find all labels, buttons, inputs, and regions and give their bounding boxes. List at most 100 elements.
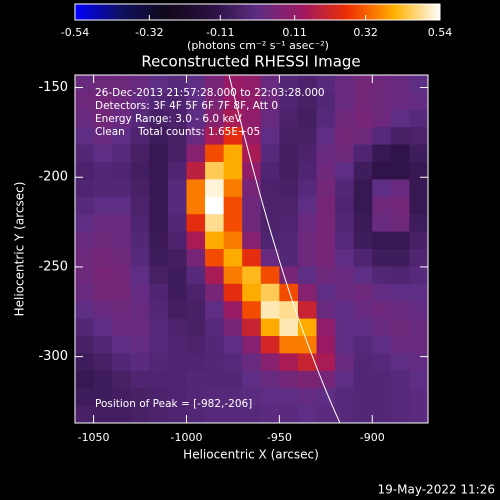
image-cell — [390, 162, 411, 180]
image-cell — [205, 301, 225, 320]
image-cell — [130, 144, 150, 163]
image-cell — [167, 127, 188, 146]
image-cell — [260, 231, 280, 250]
image-cell — [242, 301, 262, 320]
image-cell — [279, 179, 299, 198]
image-cell — [112, 179, 132, 198]
image-cell — [409, 370, 428, 389]
image-cell — [205, 283, 225, 302]
image-cell — [372, 336, 392, 354]
image-cell — [279, 144, 299, 163]
image-cell — [242, 162, 262, 180]
image-cell — [297, 109, 318, 128]
image-cell — [316, 179, 336, 198]
image-cell — [167, 266, 188, 285]
image-cell — [372, 75, 392, 93]
image-cell — [186, 144, 206, 163]
image-cell — [130, 318, 150, 337]
image-cell — [186, 370, 206, 389]
colorbar-tick-label: 0.54 — [428, 26, 453, 39]
image-cell — [167, 109, 188, 128]
x-tick-label: -1050 — [78, 431, 110, 444]
image-cell — [75, 370, 95, 389]
image-cell — [279, 388, 299, 407]
image-cell — [223, 162, 243, 180]
image-cell — [353, 353, 373, 372]
image-cell — [335, 75, 355, 93]
image-cell — [75, 214, 95, 233]
image-cell — [112, 249, 132, 267]
image-cell — [223, 405, 243, 423]
image-cell — [223, 353, 243, 372]
image-cell — [167, 388, 188, 407]
image-cell — [260, 179, 280, 198]
image-cell — [297, 405, 318, 423]
image-cell — [149, 214, 169, 233]
image-cell — [167, 336, 188, 354]
image-cell — [112, 231, 132, 250]
image-cell — [93, 301, 113, 320]
colorbar-label: (photons cm⁻² s⁻¹ asec⁻²) — [187, 39, 329, 52]
image-cell — [75, 144, 95, 163]
image-cell — [335, 353, 355, 372]
image-cell — [279, 405, 299, 423]
image-cell — [242, 318, 262, 337]
image-cell — [75, 353, 95, 372]
image-cell — [93, 75, 113, 93]
image-cell — [316, 283, 336, 302]
image-cell — [353, 231, 373, 250]
image-cell — [353, 196, 373, 215]
image-cell — [316, 92, 336, 111]
image-cell — [335, 336, 355, 354]
image-cell — [353, 283, 373, 302]
image-cell — [93, 405, 113, 423]
image-cell — [279, 283, 299, 302]
image-cell — [242, 231, 262, 250]
image-cell — [112, 336, 132, 354]
image-cell — [186, 336, 206, 354]
image-cell — [223, 318, 243, 337]
image-cell — [297, 283, 318, 302]
image-cell — [409, 388, 428, 407]
image-cell — [316, 370, 336, 389]
image-cell — [335, 162, 355, 180]
image-cell — [390, 301, 411, 320]
image-cell — [186, 179, 206, 198]
image-cell — [297, 370, 318, 389]
image-cell — [149, 162, 169, 180]
image-cell — [205, 405, 225, 423]
image-cell — [93, 144, 113, 163]
image-cell — [112, 370, 132, 389]
image-cell — [242, 179, 262, 198]
image-cell — [223, 196, 243, 215]
image-cell — [205, 196, 225, 215]
image-cell — [372, 231, 392, 250]
image-cell — [260, 353, 280, 372]
image-cell — [390, 318, 411, 337]
solar-limb — [228, 75, 341, 423]
image-cell — [279, 196, 299, 215]
image-cell — [279, 92, 299, 111]
image-cell — [335, 266, 355, 285]
image-cell — [335, 318, 355, 337]
image-cell — [149, 196, 169, 215]
image-cell — [242, 144, 262, 163]
image-cell — [75, 301, 95, 320]
image-cell — [260, 196, 280, 215]
image-cell — [260, 162, 280, 180]
image-cell — [93, 353, 113, 372]
image-cell — [149, 231, 169, 250]
image-cell — [409, 266, 428, 285]
image-cell — [130, 127, 150, 146]
image-cell — [186, 231, 206, 250]
image-cell — [409, 405, 428, 423]
image-cell — [316, 75, 336, 93]
image-cell — [112, 75, 132, 93]
image-cell — [205, 109, 225, 128]
image-cell — [75, 127, 95, 146]
image-cell — [260, 370, 280, 389]
image-cell — [130, 370, 150, 389]
image-cell — [390, 109, 411, 128]
image-cell — [372, 266, 392, 285]
image-cell — [112, 196, 132, 215]
